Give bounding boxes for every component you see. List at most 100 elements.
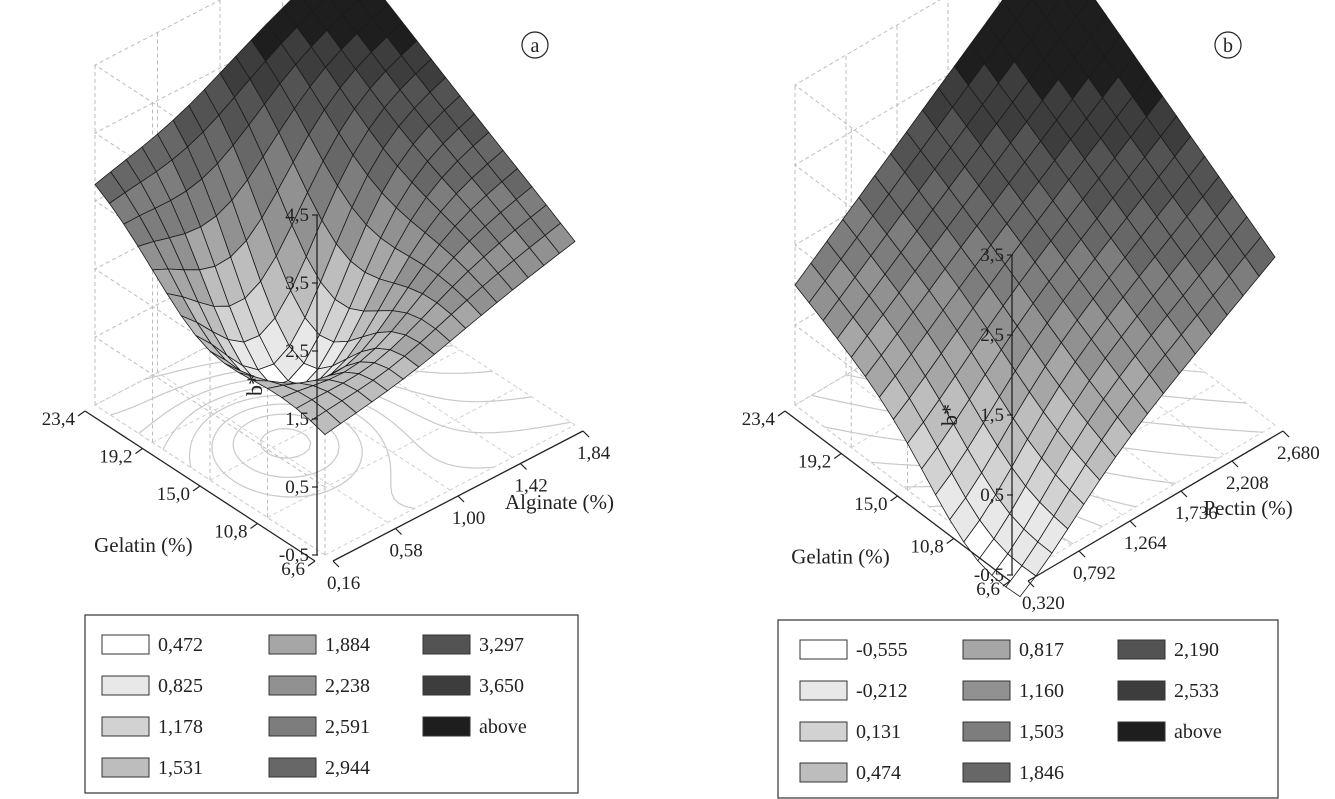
legend-entry-label: 1,160 [1019, 680, 1064, 702]
x-tick [1231, 460, 1239, 468]
legend-entry-label: 1,531 [158, 757, 203, 779]
panel-label: b [1214, 31, 1242, 59]
legend-entry-label: 3,297 [479, 634, 524, 656]
legend-swatch [1117, 680, 1166, 701]
x-axis-line [1027, 430, 1284, 582]
legend-entry-label: 0,131 [856, 721, 901, 743]
x-tick [1180, 490, 1188, 498]
y-tick [890, 495, 898, 502]
panel-label-text: b [1223, 35, 1233, 57]
legend-entry-label: above [479, 716, 527, 738]
floor-gridline [344, 274, 576, 426]
y-tick [777, 410, 786, 417]
y-tick [833, 453, 842, 459]
panel-label: a [521, 31, 549, 59]
x-tick-label: 0,58 [390, 541, 423, 562]
contour-line [260, 428, 312, 459]
surface-mesh [794, 0, 1276, 598]
y-tick-label: 10,8 [214, 522, 247, 543]
legend-swatch [101, 634, 150, 655]
contour-line [188, 394, 415, 510]
x-tick [582, 430, 590, 438]
y-tick [946, 538, 955, 544]
x-tick-label: 0,16 [327, 573, 360, 594]
axes: -0,50,51,52,53,5b*6,610,815,019,223,4Gel… [742, 245, 1320, 614]
legend-swatch [962, 680, 1011, 701]
legend-entry-label: 0,472 [158, 634, 203, 656]
y-tick [1002, 580, 1011, 587]
legend-swatch [799, 639, 848, 660]
floor-gridline [157, 372, 388, 523]
legend-entry-label: 2,944 [325, 757, 370, 779]
chart-panel-a: -0,5 0,5 1,5 2,5 3,5 4,5 b* 6,6 10,8 15,0 19,2 23,4… [42, 0, 614, 794]
x-tick [1282, 430, 1290, 438]
y-tick-label: 23,4 [42, 409, 76, 430]
z-tick-label: 0,5 [285, 477, 309, 498]
y-tick [135, 448, 143, 454]
x-axis-label: Alginate (%) [505, 490, 614, 514]
legend-entry-label: 2,238 [325, 675, 370, 697]
legend-entry-label: 1,178 [158, 716, 203, 738]
legend-entry-label: 3,650 [479, 675, 524, 697]
floor-gridline [94, 404, 326, 556]
y-tick-label: 15,0 [157, 484, 190, 505]
x-axis-label: Pectin (%) [1204, 496, 1293, 520]
y-tick-label: 6,6 [976, 579, 1000, 600]
y-tick [250, 523, 258, 529]
x-tick-label: 0,792 [1073, 563, 1116, 584]
legend-entry-label: 1,846 [1019, 762, 1064, 784]
y-tick [77, 410, 86, 417]
x-tick [457, 495, 465, 503]
legend-swatch [799, 721, 848, 742]
legend-swatch [268, 675, 317, 696]
legend-entry-label: 2,190 [1174, 639, 1219, 661]
x-tick-label: 1,264 [1124, 533, 1167, 554]
z-tick-label: 1,5 [285, 409, 309, 430]
z-axis-label: b* [242, 374, 267, 396]
y-tick-label: 19,2 [798, 452, 831, 473]
y-tick-label: 19,2 [99, 447, 132, 468]
legend-swatch [268, 757, 317, 778]
floor-gridline [219, 339, 451, 491]
legend-swatch [268, 716, 317, 737]
x-tick [332, 560, 340, 568]
legend-swatch [422, 634, 471, 655]
x-tick-label: 2,208 [1226, 473, 1269, 494]
legend-entry-label: 2,533 [1174, 680, 1219, 702]
legend-entry-label: 0,474 [856, 762, 901, 784]
y-axis-label: Gelatin (%) [94, 533, 193, 557]
legend-swatch [101, 757, 150, 778]
x-tick [1078, 550, 1086, 558]
legend-entry-label: -0,555 [856, 639, 908, 661]
panel-label-circle [521, 31, 549, 59]
y-tick-label: 23,4 [742, 409, 776, 430]
legend-swatch [799, 680, 848, 701]
legend-entry-label: 1,503 [1019, 721, 1064, 743]
z-axis-label: b* [937, 404, 962, 426]
z-tick-label: 2,5 [980, 325, 1004, 346]
legend-swatch [1117, 639, 1166, 660]
legend-entry-label: 0,817 [1019, 639, 1064, 661]
legend-entry-label: 2,591 [325, 716, 370, 738]
y-tick [307, 560, 316, 567]
y-tick-label: 15,0 [854, 494, 887, 515]
z-tick-label: 4,5 [285, 205, 309, 226]
chart-panel-b: -0,50,51,52,53,5b*6,610,815,019,223,4Gel… [742, 0, 1320, 799]
x-tick-label: 1,84 [577, 443, 611, 464]
legend-entry-label: 0,825 [158, 675, 203, 697]
legend-swatch [101, 675, 150, 696]
x-tick [395, 528, 402, 535]
legend-swatch [422, 716, 471, 737]
z-tick-label: -0,5 [279, 545, 309, 566]
legend-swatch [799, 762, 848, 783]
legend-swatch [962, 639, 1011, 660]
surface-mesh [94, 0, 576, 436]
floor-gridline [324, 424, 576, 556]
legend: -0,555 -0,212 0,131 0,474 0,817 1,160 1,503 1,8… [777, 619, 1279, 799]
legend-entry-label: -0,212 [856, 680, 908, 702]
y-axis-label: Gelatin (%) [791, 545, 890, 569]
legend-entry-label: 1,884 [325, 634, 370, 656]
z-tick-label: 2,5 [285, 341, 309, 362]
legend-swatch [1117, 721, 1166, 742]
y-tick [192, 485, 201, 492]
